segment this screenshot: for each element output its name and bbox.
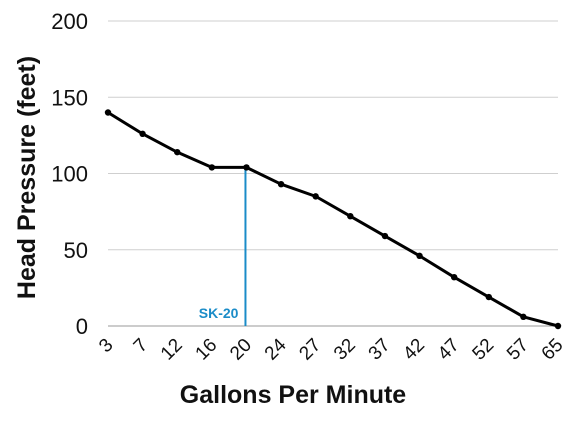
y-axis-ticks: 0 50 100 150 200 — [51, 9, 88, 339]
data-point — [174, 148, 181, 156]
y-tick-label: 0 — [76, 314, 88, 339]
series-line — [106, 111, 560, 328]
x-tick-label: 16 — [192, 335, 222, 365]
series-group — [104, 109, 562, 330]
data-point — [277, 180, 285, 188]
data-point — [381, 232, 389, 240]
data-point — [554, 322, 562, 330]
y-tick-label: 150 — [51, 85, 88, 110]
data-point — [416, 252, 423, 260]
data-point — [485, 293, 492, 301]
data-point — [139, 130, 146, 138]
x-tick-label: 47 — [434, 335, 464, 365]
x-tick-label: 20 — [226, 335, 256, 365]
data-point — [312, 193, 319, 200]
x-tick-label: 12 — [157, 335, 187, 365]
x-tick-label: 65 — [538, 335, 568, 365]
x-axis-ticks: 3 7 12 16 20 24 27 32 37 42 47 52 57 65 — [95, 334, 567, 364]
data-point — [450, 274, 458, 281]
data-point — [520, 313, 527, 321]
x-tick-label: 3 — [95, 335, 117, 357]
x-tick-label: 32 — [330, 335, 360, 365]
annotation-label: SK-20 — [199, 305, 239, 321]
gridlines — [108, 20, 558, 327]
data-point — [208, 164, 216, 171]
annotation-group: SK-20 — [199, 167, 247, 326]
x-tick-label: 27 — [295, 335, 325, 365]
x-tick-label: 24 — [261, 334, 291, 364]
data-point — [347, 213, 354, 220]
y-tick-label: 200 — [51, 9, 88, 34]
y-tick-label: 50 — [64, 238, 88, 263]
y-tick-label: 100 — [51, 162, 88, 187]
data-point — [243, 164, 250, 171]
x-tick-label: 57 — [503, 335, 533, 365]
x-tick-label: 52 — [469, 335, 499, 365]
x-tick-label: 37 — [365, 335, 395, 365]
y-axis-title: Head Pressure (feet) — [13, 56, 41, 299]
x-axis-title: Gallons Per Minute — [180, 381, 407, 409]
data-point — [104, 109, 112, 116]
x-tick-label: 7 — [130, 335, 152, 357]
x-tick-label: 42 — [399, 335, 429, 365]
